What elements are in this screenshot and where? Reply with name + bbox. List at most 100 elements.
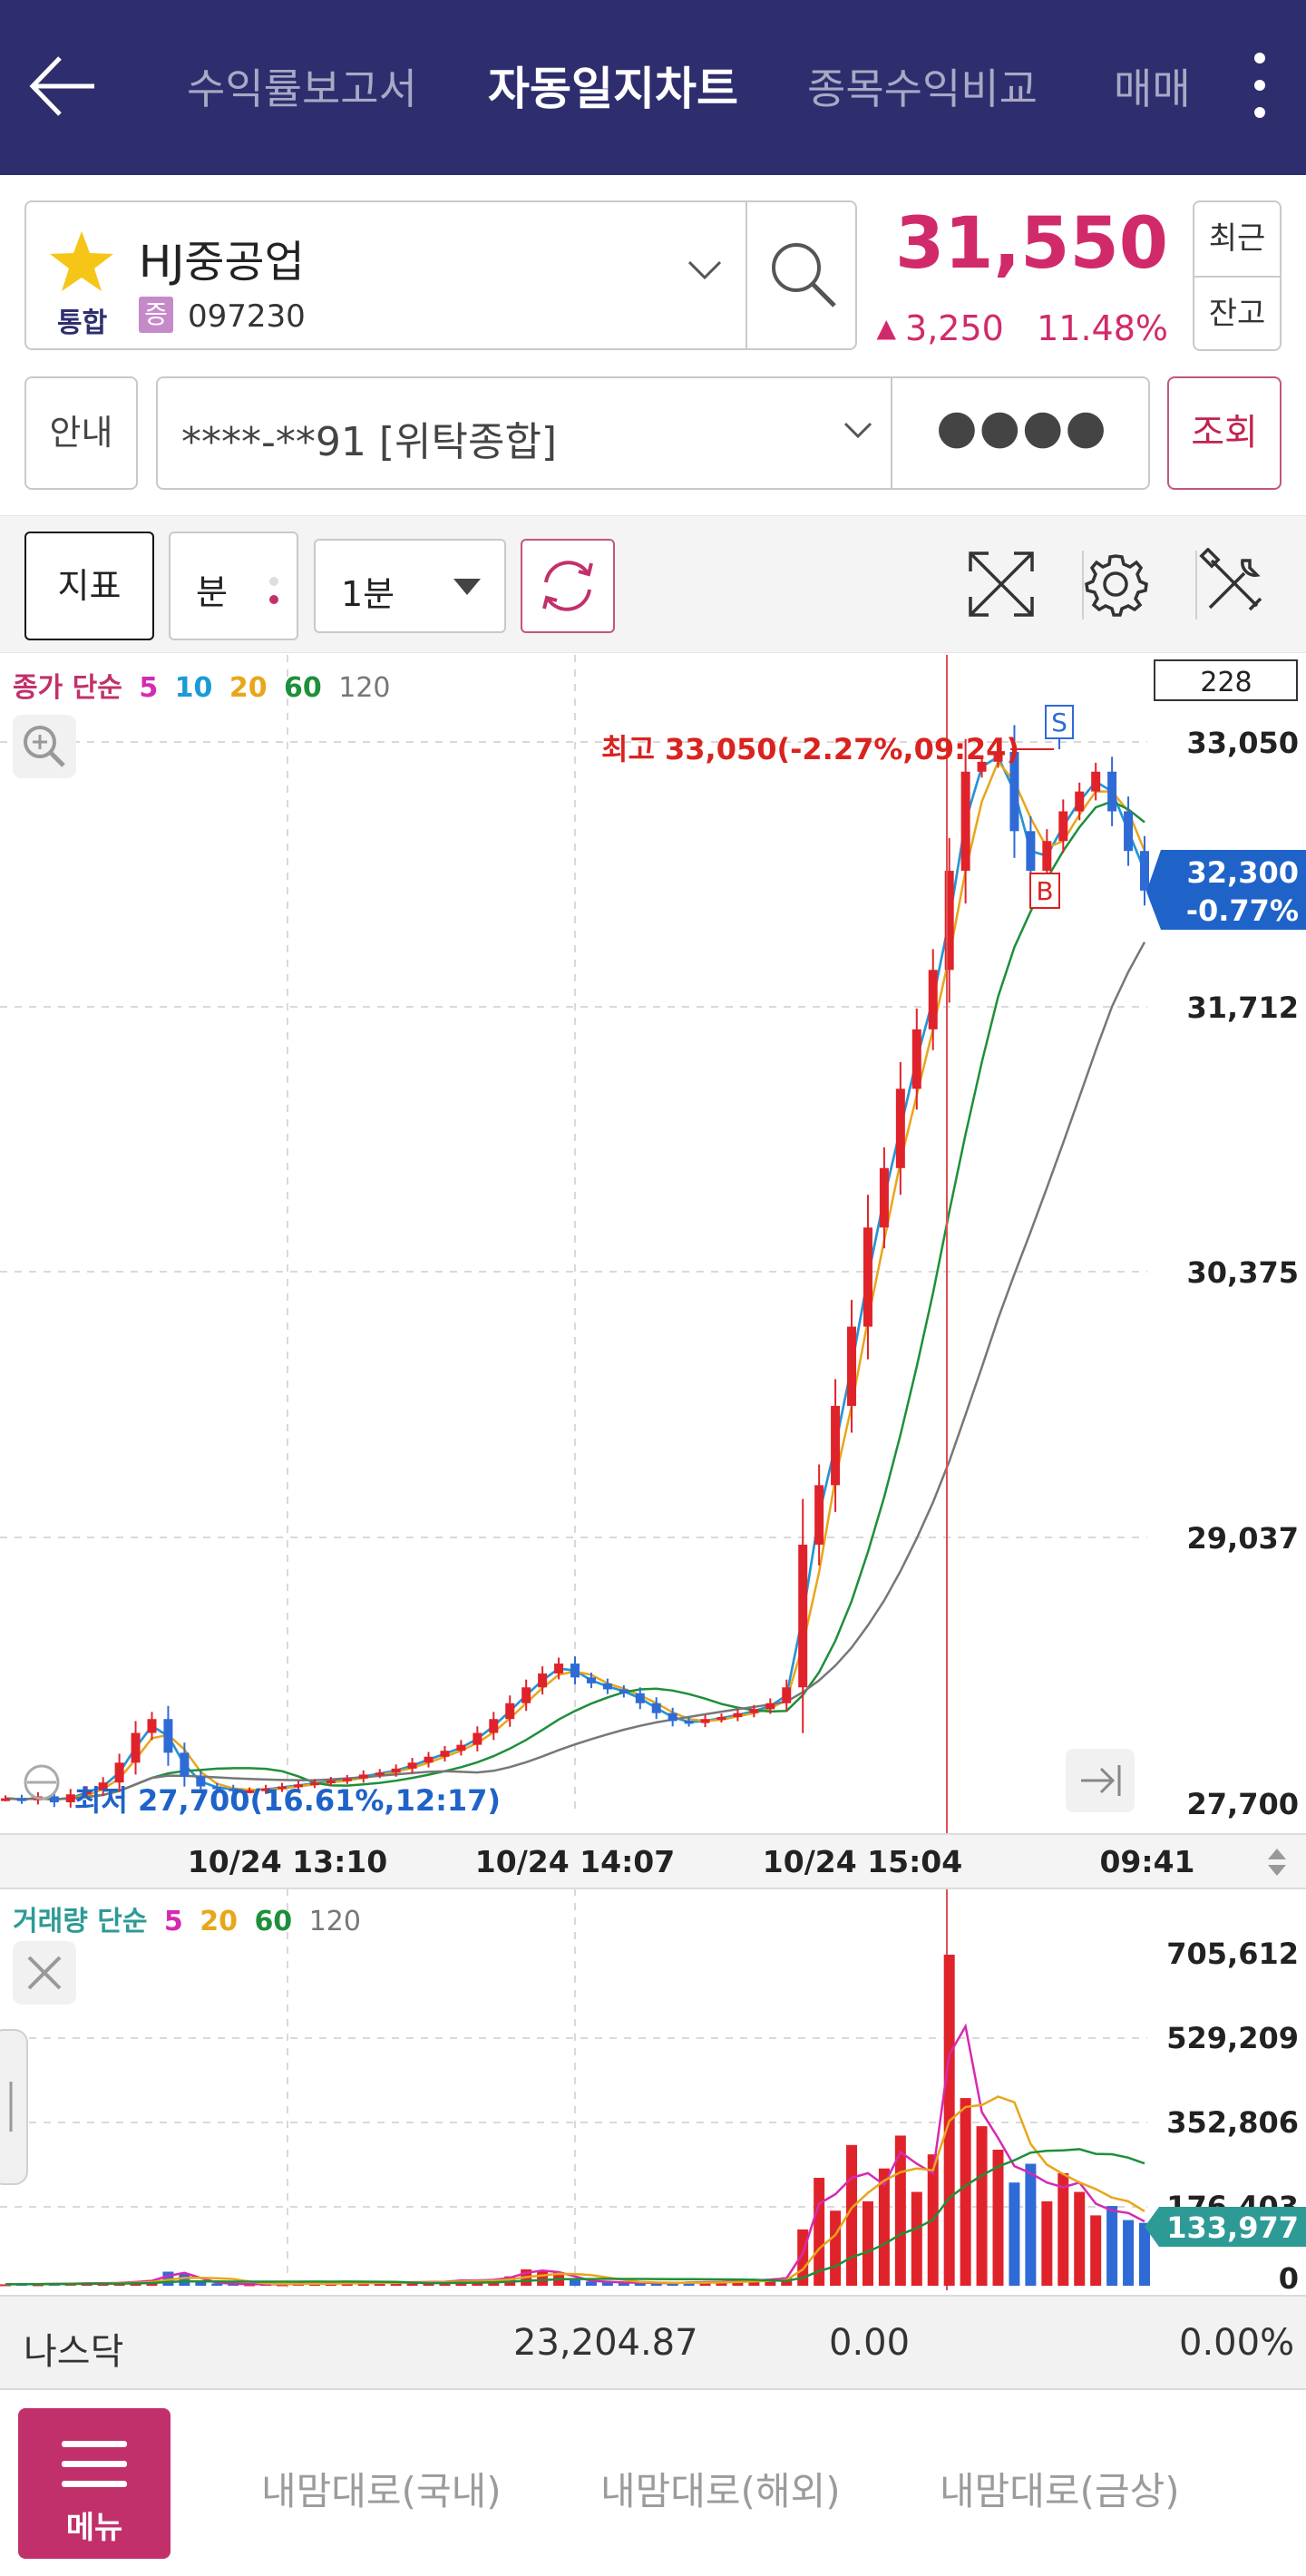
candle-body [293, 1784, 303, 1788]
side-drawer-handle[interactable] [0, 2029, 28, 2185]
menu-label: 메뉴 [65, 2510, 123, 2546]
nav-custom-gold[interactable]: 내맘대로(금상) [940, 2469, 1180, 2513]
sell-marker: S [1045, 705, 1074, 749]
volume-ma-line-20 [5, 2095, 1145, 2286]
y-tick-label: 27,700 [1187, 1787, 1299, 1821]
zoom-in-icon[interactable] [13, 715, 76, 778]
settings-gear-icon[interactable] [1079, 548, 1152, 620]
nav-custom-domestic[interactable]: 내맘대로(국내) [261, 2469, 502, 2513]
tab-return-report[interactable]: 수익률보고서 [187, 64, 417, 113]
jump-to-latest-icon[interactable] [1066, 1749, 1135, 1812]
candle-body [375, 1772, 385, 1776]
volume-y-tick-label: 352,806 [1166, 2105, 1299, 2140]
candle-body [456, 1744, 466, 1751]
top-nav-bar: 수익률보고서 자동일지차트 종목수익비교 매매 [0, 0, 1306, 175]
fullscreen-icon[interactable] [965, 548, 1038, 620]
minute-button[interactable]: 분 [169, 532, 298, 640]
candle-body [131, 1732, 141, 1763]
stock-chart[interactable]: 종가 단순 5 10 20 60 120 228 33,050 31,712 3… [0, 655, 1306, 2295]
chevron-down-icon[interactable] [843, 420, 873, 440]
volume-bar [601, 2281, 613, 2286]
side-button-group: 최근 잔고 [1193, 200, 1282, 351]
interval-select[interactable]: 1분 [314, 539, 506, 633]
y-tick-label: 29,037 [1187, 1521, 1299, 1556]
candle-body [278, 1786, 288, 1790]
stock-code: 097230 [188, 298, 306, 335]
candle-body [798, 1544, 808, 1688]
info-button[interactable]: 안내 [24, 376, 138, 490]
volume-bar [634, 2282, 646, 2286]
minute-label: 분 [196, 572, 228, 612]
divider [746, 202, 747, 348]
legend-vma5: 5 [164, 1906, 183, 1937]
candle-body [993, 751, 1003, 762]
candle-body [229, 1788, 239, 1791]
menu-button[interactable]: 메뉴 [18, 2408, 171, 2559]
legend-vma20: 20 [200, 1906, 238, 1937]
query-button[interactable]: 조회 [1167, 376, 1282, 490]
volume-bars [0, 1955, 1150, 2287]
search-icon[interactable] [767, 239, 840, 311]
ma-line-60 [5, 800, 1145, 1800]
candle-body [98, 1782, 108, 1791]
password-field[interactable]: ●●●● [936, 400, 1108, 454]
volume-bar [862, 2200, 873, 2286]
candle-body [716, 1717, 726, 1721]
legend-ma10: 10 [175, 672, 213, 704]
volume-bar [585, 2281, 597, 2286]
recent-button[interactable]: 최근 [1208, 220, 1266, 257]
candle-body [651, 1703, 661, 1713]
candle-body [1009, 751, 1019, 832]
svg-text:-0.77%: -0.77% [1186, 893, 1299, 928]
back-arrow-icon[interactable] [25, 54, 98, 118]
hamburger-icon [62, 2441, 127, 2447]
ticker-name: 나스닥 [24, 2331, 124, 2373]
candle-body [180, 1752, 190, 1777]
indicator-button[interactable]: 지표 [24, 532, 154, 640]
candle-body [1, 1798, 10, 1801]
volume-bar [1025, 2163, 1037, 2286]
tools-icon[interactable] [1197, 548, 1270, 620]
volume-bar [0, 2284, 11, 2287]
balance-button[interactable]: 잔고 [1194, 276, 1280, 349]
index-ticker[interactable]: 나스닥 23,204.87 0.00 0.00% [0, 2295, 1306, 2390]
candle-body [700, 1719, 710, 1723]
candle-body [65, 1794, 75, 1802]
refresh-button[interactable] [521, 539, 615, 633]
candle-body [16, 1798, 26, 1801]
legend-vma120: 120 [309, 1906, 361, 1937]
y-tick-label: 30,375 [1187, 1255, 1299, 1290]
svg-text:종가 단순 5 10 2: 종가 단순 5 10 20 60 120 [13, 672, 391, 704]
nav-custom-overseas[interactable]: 내맘대로(해외) [600, 2469, 841, 2513]
stock-selector[interactable]: HJ중공업 통합 증 097230 [24, 200, 857, 350]
price-legend-prefix: 종가 단순 [13, 672, 122, 704]
tab-auto-journal-chart[interactable]: 자동일지차트 [488, 63, 738, 115]
candle-body [570, 1664, 580, 1678]
tab-stock-return-compare[interactable]: 종목수익비교 [807, 64, 1038, 113]
volume-bar [765, 2278, 776, 2286]
stock-type-badge: 증 [139, 297, 173, 333]
candle-body [1107, 771, 1117, 812]
interval-value: 1분 [341, 574, 395, 614]
favorite-star-icon[interactable] [48, 229, 115, 293]
candlestick-series [1, 725, 1149, 1808]
current-price-tag: 32,300 -0.77% [1146, 850, 1306, 930]
count-box [1154, 659, 1298, 701]
volume-bar [618, 2282, 629, 2286]
volume-y-tick-label: 0 [1279, 2261, 1299, 2295]
svg-text:32,300: 32,300 [1187, 855, 1299, 890]
more-menu-icon[interactable] [1246, 53, 1273, 125]
legend-ma20: 20 [229, 672, 268, 704]
legend-ma5: 5 [139, 672, 158, 704]
volume-bar [732, 2280, 744, 2286]
candle-body [473, 1732, 482, 1745]
chevron-down-icon[interactable] [687, 259, 723, 282]
account-selector[interactable]: ****-**91 [위탁종합] ●●●● [156, 376, 1150, 490]
close-icon[interactable] [13, 1941, 76, 2005]
pane-resize-icon[interactable] [1268, 1849, 1286, 1876]
volume-y-tick-label: 529,209 [1166, 2021, 1299, 2055]
tab-trade[interactable]: 매매 [1114, 64, 1191, 113]
candle-body [765, 1703, 775, 1710]
chart-area[interactable]: 종가 단순 5 10 20 60 120 228 33,050 31,712 3… [0, 655, 1306, 2304]
candle-body [814, 1485, 824, 1545]
